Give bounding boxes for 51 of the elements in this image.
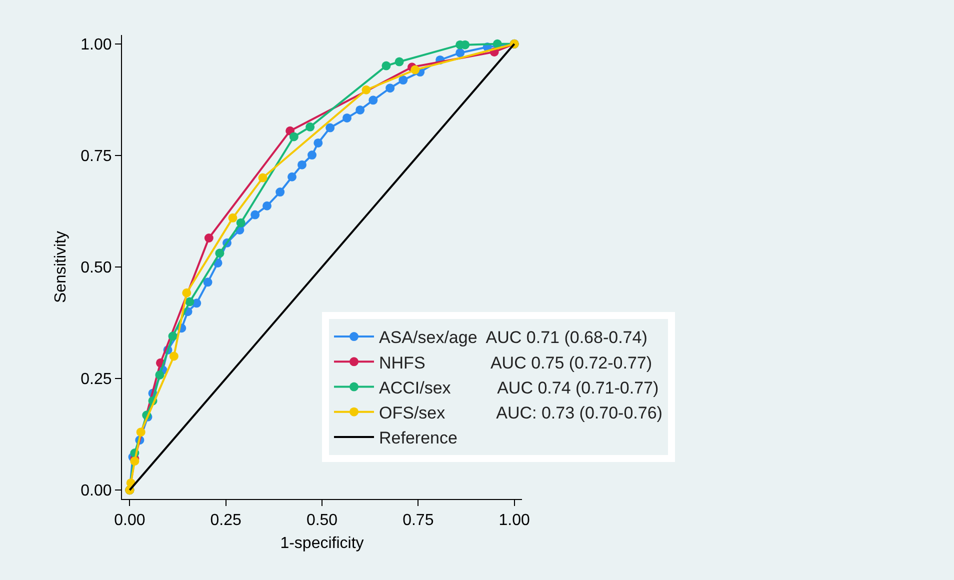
y-tick-label: 0.50 <box>80 260 112 277</box>
point <box>169 352 178 361</box>
point <box>308 150 316 160</box>
point <box>356 105 365 114</box>
point <box>456 48 465 58</box>
legend-label: Reference <box>379 428 458 448</box>
y-axis-title: Sensitivity <box>52 230 70 304</box>
x-tick-label: 1.00 <box>498 512 530 530</box>
point <box>288 172 296 182</box>
legend-label: ASA/sex/age AUC 0.71 (0.68-0.74) <box>379 328 648 348</box>
point <box>386 84 395 93</box>
point <box>492 39 502 48</box>
point <box>168 332 178 341</box>
point <box>136 428 146 437</box>
point <box>398 76 408 85</box>
point <box>215 248 224 258</box>
point <box>262 201 272 210</box>
point <box>314 138 323 148</box>
x-tick-label: 0.25 <box>210 512 242 530</box>
legend-label: OFS/sex AUC: 0.73 (0.70-0.76) <box>379 403 662 422</box>
legend-label: ACCI/sex AUC 0.74 (0.71-0.77) <box>379 378 659 398</box>
point <box>410 65 420 74</box>
point <box>203 278 212 287</box>
y-tick-label: 0.75 <box>80 148 112 166</box>
x-tick-label: 0.75 <box>402 512 434 530</box>
point <box>182 288 192 298</box>
point <box>276 188 285 197</box>
x-tick-label: 0.00 <box>114 512 146 530</box>
point <box>236 218 246 228</box>
y-tick-label: 0.25 <box>80 371 112 388</box>
point <box>382 61 391 70</box>
legend-label: NHFS AUC 0.75 (0.72-0.77) <box>379 353 652 372</box>
point <box>250 210 260 220</box>
point <box>298 160 306 170</box>
point <box>326 123 335 132</box>
y-tick-label: 0.00 <box>80 482 112 500</box>
point <box>362 85 371 94</box>
point <box>130 456 140 466</box>
point <box>185 297 194 306</box>
point <box>228 213 238 222</box>
y-tick-label: 1.00 <box>80 36 112 54</box>
point <box>368 96 378 105</box>
point <box>394 57 404 66</box>
point <box>204 234 214 242</box>
point <box>342 113 352 122</box>
point <box>306 122 315 132</box>
x-tick-label: 0.50 <box>306 512 338 530</box>
x-axis-title: 1-specificity <box>280 534 364 552</box>
point <box>155 370 164 380</box>
point <box>289 132 298 142</box>
point <box>258 173 268 182</box>
